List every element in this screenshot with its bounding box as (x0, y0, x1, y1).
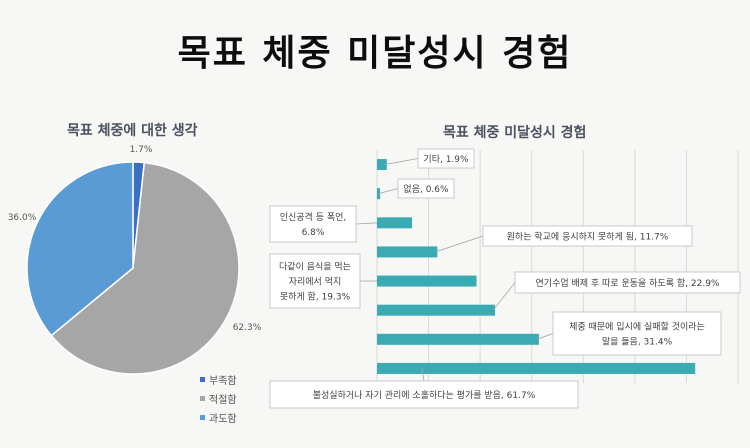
legend-label-excessive: 과도함 (209, 414, 237, 425)
data-label-box (482, 225, 693, 247)
data-label: 6.8% (302, 228, 325, 238)
data-label-box (514, 271, 741, 294)
legend-item-excessive: 과도함 (200, 408, 237, 427)
page-title: 목표 체중 미달성시 경험 (177, 33, 573, 74)
pie-legend: 부족함 적절함 과도함 (200, 370, 237, 427)
bar (377, 333, 539, 345)
leader-line (492, 282, 516, 311)
data-label-box (552, 311, 722, 356)
bar (377, 246, 438, 258)
leader-line (421, 368, 425, 382)
bar (377, 304, 496, 316)
legend-label-short: 부족함 (209, 376, 237, 387)
legend-label-adequate: 적절함 (209, 395, 237, 406)
legend-swatch-adequate (200, 396, 205, 401)
legend-item-adequate: 적절함 (200, 389, 237, 408)
data-label: 못하게 함, 19.3% (280, 292, 351, 303)
bar (377, 362, 696, 374)
data-label-box (417, 148, 475, 169)
data-label-box (269, 205, 357, 243)
leader-line (377, 188, 399, 195)
data-label: 인신공격 등 폭언, (280, 211, 347, 223)
pie-chart-title: 목표 체중에 대한 생각 (67, 123, 198, 139)
data-label-box (269, 380, 579, 409)
data-label-box (397, 178, 455, 199)
data-label: 체중 때문에 입시에 실패할 것이라는 (569, 321, 705, 333)
bar (377, 275, 477, 287)
data-label-box (269, 253, 361, 309)
data-label: 기타, 1.9% (423, 154, 469, 165)
legend-item-short: 부족함 (200, 370, 237, 389)
data-label: 없음, 0.6% (403, 184, 449, 195)
bar (377, 217, 413, 229)
leader-line (355, 222, 378, 225)
legend-swatch-short (200, 377, 205, 382)
bar (377, 159, 387, 171)
data-label: 연기수업 배제 후 따로 운동을 하도록 함, 22.9% (536, 278, 720, 289)
data-label: 원하는 학교에 응시하지 못하게 됨, 11.7% (507, 231, 669, 243)
legend-swatch-excessive (200, 415, 205, 420)
data-label: 불성실하거나 자기 관리에 소홀하다는 평가를 받음, 61.7% (313, 389, 536, 401)
bar-chart-title: 목표 체중 미달성시 경험 (443, 125, 587, 141)
leader-line (435, 235, 484, 253)
leader-line (384, 158, 419, 165)
data-label: 자리에서 먹지 (289, 277, 342, 288)
data-label: 말을 들음, 31.4% (602, 336, 673, 348)
data-label: 다같이 음식을 먹는 (279, 261, 351, 273)
leader-line (536, 333, 554, 340)
